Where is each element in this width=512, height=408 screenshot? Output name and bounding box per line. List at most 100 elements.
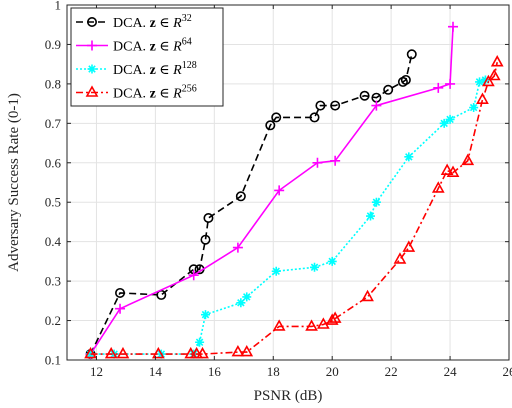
data-point bbox=[200, 234, 211, 245]
data-point bbox=[433, 82, 444, 93]
legend: DCA. z ∈ R32 DCA. z ∈ R64 DCA. z ∈ R128 DCA… bbox=[70, 7, 224, 107]
y-tick-label: 0.5 bbox=[45, 195, 61, 210]
data-point bbox=[406, 49, 417, 60]
data-point bbox=[327, 256, 337, 266]
y-tick-label: 0.7 bbox=[45, 116, 62, 131]
data-point bbox=[195, 337, 205, 347]
data-point bbox=[203, 213, 214, 224]
y-axis-label: Adversary Success Rate (0-1) bbox=[6, 93, 22, 272]
legend-label: DCA. z ∈ R256 bbox=[113, 84, 197, 102]
data-point bbox=[461, 153, 475, 166]
data-point bbox=[188, 270, 199, 281]
data-point bbox=[445, 78, 456, 89]
data-point bbox=[325, 313, 339, 325]
data-point bbox=[480, 75, 490, 85]
series-256 bbox=[84, 55, 504, 359]
data-point bbox=[305, 319, 318, 331]
data-point bbox=[271, 112, 282, 123]
data-point bbox=[265, 120, 276, 131]
data-point bbox=[445, 114, 455, 124]
x-tick-label: 18 bbox=[267, 364, 280, 379]
y-tick-label: 0.2 bbox=[45, 313, 61, 328]
data-point bbox=[469, 103, 479, 113]
data-point bbox=[371, 197, 381, 207]
data-point bbox=[310, 262, 320, 272]
legend-marker bbox=[85, 85, 99, 97]
data-point bbox=[235, 191, 246, 202]
data-point bbox=[448, 21, 459, 32]
data-point bbox=[151, 346, 165, 359]
data-point bbox=[309, 112, 320, 123]
data-point bbox=[404, 152, 414, 162]
legend-label: DCA. z ∈ R32 bbox=[113, 13, 192, 31]
data-point bbox=[371, 100, 382, 111]
legend-marker bbox=[87, 64, 97, 74]
data-point bbox=[330, 100, 341, 111]
data-point bbox=[272, 319, 286, 331]
data-point bbox=[328, 311, 342, 323]
data-point bbox=[84, 346, 97, 359]
data-point bbox=[361, 289, 374, 302]
x-tick-label: 22 bbox=[385, 364, 398, 379]
series-line bbox=[89, 54, 413, 355]
plot-frame bbox=[66, 4, 510, 361]
data-point bbox=[86, 349, 96, 359]
x-tick-label: 14 bbox=[149, 364, 163, 379]
y-tick-label: 1 bbox=[55, 0, 62, 13]
data-point bbox=[312, 157, 323, 168]
y-tick-label: 0.9 bbox=[45, 37, 61, 52]
data-point bbox=[315, 100, 326, 111]
series-line bbox=[90, 79, 486, 355]
axes bbox=[66, 4, 510, 361]
data-point bbox=[440, 163, 454, 175]
data-point bbox=[317, 317, 330, 329]
series-line bbox=[90, 62, 498, 355]
data-point bbox=[115, 287, 126, 298]
x-axis-label: PSNR (dB) bbox=[254, 388, 323, 404]
ticks: 12 14 16 18 20 22 24 26 0.1 0.2 0.3 0.4 0.5 0.6 0.7 0.8… bbox=[45, 0, 512, 379]
data-point bbox=[236, 298, 246, 308]
series-layer bbox=[84, 21, 504, 360]
data-point bbox=[383, 84, 394, 95]
data-point bbox=[330, 155, 341, 166]
data-point bbox=[271, 266, 281, 276]
data-point bbox=[431, 181, 445, 193]
x-tick-label: 24 bbox=[444, 364, 458, 379]
data-point bbox=[240, 344, 254, 357]
data-point bbox=[446, 165, 460, 177]
legend-marker bbox=[87, 16, 98, 27]
data-point bbox=[402, 240, 416, 252]
data-point bbox=[116, 346, 130, 359]
data-point bbox=[366, 211, 376, 221]
data-point bbox=[231, 344, 245, 357]
y-tick-label: 0.1 bbox=[45, 353, 61, 368]
data-point bbox=[476, 92, 489, 104]
data-point bbox=[274, 185, 285, 196]
data-point bbox=[490, 55, 504, 67]
data-point bbox=[439, 118, 449, 128]
y-tick-label: 0.8 bbox=[45, 76, 61, 91]
x-tick-label: 12 bbox=[90, 364, 103, 379]
y-tick-label: 0.6 bbox=[45, 155, 62, 170]
data-point bbox=[400, 74, 411, 85]
data-point bbox=[482, 74, 495, 87]
legend-marker bbox=[87, 40, 97, 51]
data-point bbox=[393, 252, 407, 264]
data-point bbox=[475, 77, 485, 87]
data-point bbox=[104, 346, 118, 359]
data-point bbox=[232, 242, 243, 253]
data-point bbox=[196, 346, 209, 359]
data-point bbox=[115, 303, 126, 314]
legend-label: DCA. z ∈ R128 bbox=[113, 60, 197, 78]
y-tick-label: 0.4 bbox=[45, 234, 62, 249]
legend-label: DCA. z ∈ R64 bbox=[113, 37, 192, 55]
x-tick-label: 20 bbox=[326, 364, 339, 379]
x-tick-label: 16 bbox=[208, 364, 222, 379]
data-point bbox=[359, 90, 370, 101]
y-tick-label: 0.3 bbox=[45, 274, 61, 289]
data-point bbox=[200, 310, 210, 320]
data-point bbox=[487, 68, 501, 81]
x-tick-label: 26 bbox=[503, 364, 512, 379]
data-point bbox=[242, 292, 252, 302]
